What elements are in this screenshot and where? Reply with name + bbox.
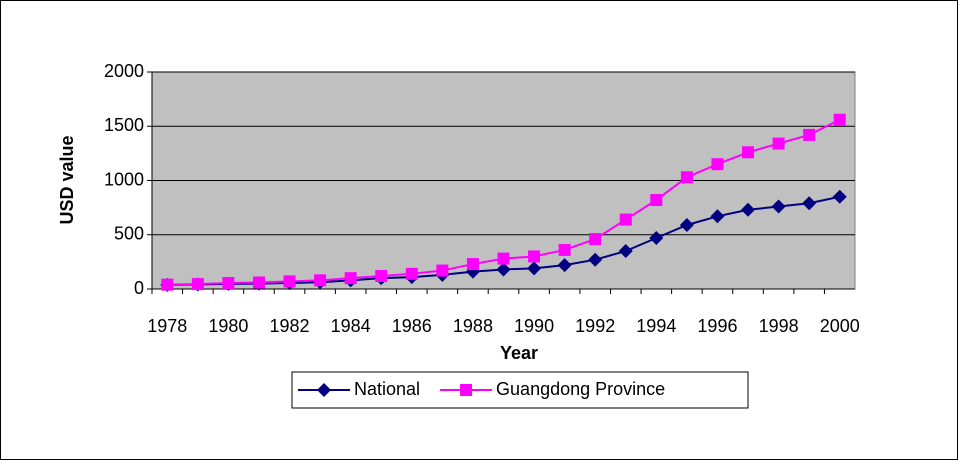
marker bbox=[344, 272, 357, 285]
marker bbox=[771, 199, 786, 214]
marker bbox=[527, 261, 542, 276]
marker bbox=[711, 158, 724, 171]
y-tick-label: 1000 bbox=[104, 169, 144, 189]
marker bbox=[680, 171, 693, 184]
marker bbox=[436, 264, 449, 277]
marker bbox=[710, 209, 725, 224]
marker bbox=[466, 258, 479, 271]
legend bbox=[291, 371, 749, 409]
x-tick-label: 1978 bbox=[147, 316, 187, 336]
marker bbox=[803, 128, 816, 141]
marker bbox=[557, 258, 572, 273]
marker bbox=[802, 196, 817, 211]
x-axis-label: Year bbox=[500, 343, 538, 363]
marker bbox=[742, 146, 755, 159]
marker bbox=[314, 274, 327, 287]
x-tick-label: 1990 bbox=[514, 316, 554, 336]
marker bbox=[222, 277, 235, 290]
marker bbox=[833, 113, 846, 126]
legend-label: Guangdong Province bbox=[496, 379, 665, 399]
x-tick-label: 1986 bbox=[392, 316, 432, 336]
legend-label: National bbox=[354, 379, 420, 399]
y-axis-label: USD value bbox=[57, 135, 77, 224]
marker bbox=[252, 276, 265, 289]
marker bbox=[649, 231, 664, 246]
marker bbox=[558, 243, 571, 256]
x-tick-label: 1982 bbox=[270, 316, 310, 336]
marker bbox=[405, 267, 418, 280]
marker bbox=[191, 278, 204, 291]
marker bbox=[741, 202, 756, 217]
marker bbox=[161, 278, 174, 291]
y-tick-label: 2000 bbox=[104, 61, 144, 81]
marker bbox=[317, 383, 331, 397]
x-tick-label: 1992 bbox=[575, 316, 615, 336]
x-tick-label: 1996 bbox=[697, 316, 737, 336]
marker bbox=[460, 384, 473, 396]
marker bbox=[619, 213, 632, 226]
x-tick-label: 2000 bbox=[820, 316, 860, 336]
marker bbox=[283, 275, 296, 288]
x-tick-label: 1988 bbox=[453, 316, 493, 336]
x-tick-label: 1994 bbox=[636, 316, 676, 336]
marker bbox=[588, 252, 603, 267]
marker bbox=[618, 244, 633, 259]
x-tick-label: 1998 bbox=[759, 316, 799, 336]
x-tick-label: 1984 bbox=[331, 316, 371, 336]
y-tick-label: 500 bbox=[114, 224, 144, 244]
marker bbox=[589, 233, 602, 246]
y-tick-label: 0 bbox=[134, 278, 144, 298]
marker bbox=[528, 250, 541, 263]
marker bbox=[679, 217, 694, 232]
y-tick-label: 1500 bbox=[104, 115, 144, 135]
marker bbox=[650, 194, 663, 207]
x-tick-label: 1980 bbox=[208, 316, 248, 336]
marker bbox=[496, 262, 511, 277]
marker bbox=[375, 269, 388, 282]
marker bbox=[772, 137, 785, 150]
marker bbox=[832, 189, 847, 204]
marker bbox=[497, 252, 510, 265]
